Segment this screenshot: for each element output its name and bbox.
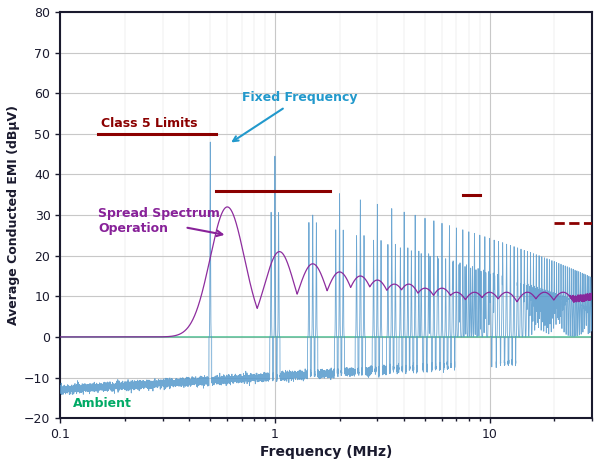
Text: Spread Spectrum
Operation: Spread Spectrum Operation: [98, 207, 220, 235]
Y-axis label: Average Conducted EMI (dBµV): Average Conducted EMI (dBµV): [7, 105, 20, 325]
Text: Fixed Frequency: Fixed Frequency: [233, 91, 357, 141]
Text: Ambient: Ambient: [73, 397, 132, 411]
Text: Class 5 Limits: Class 5 Limits: [101, 117, 198, 130]
X-axis label: Frequency (MHz): Frequency (MHz): [260, 445, 392, 459]
